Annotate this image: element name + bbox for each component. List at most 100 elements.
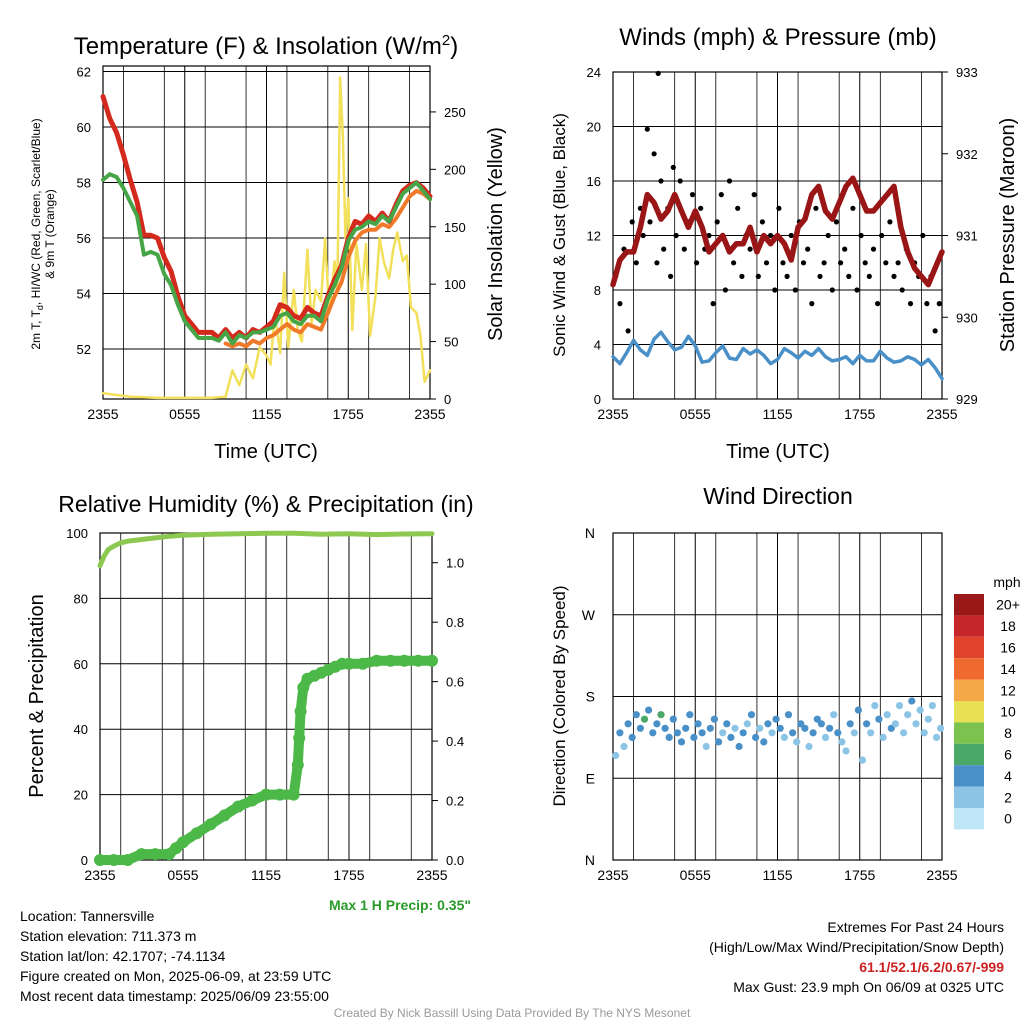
pressure-y-tick: 933 (956, 65, 978, 80)
colorbar-label: 20+ (996, 597, 1020, 613)
gust-point (846, 273, 852, 279)
direction-point (793, 738, 801, 746)
precip-y-tick: 1.0 (446, 556, 464, 571)
dir-frame (612, 532, 943, 861)
precip-point (384, 654, 397, 667)
dir-ylabel: Direction (Colored By Speed) (550, 585, 569, 806)
wind-x-tick: 2355 (597, 406, 628, 422)
direction-point (649, 729, 657, 737)
direction-point (895, 702, 904, 710)
gust-point (617, 301, 623, 307)
wind-y-tick: 0 (594, 392, 601, 407)
rh-y-tick: 60 (74, 657, 88, 672)
recent-timestamp: Most recent data timestamp: 2025/06/09 2… (20, 988, 329, 1004)
insolation-y-tick: 150 (444, 220, 466, 235)
pressure-y-tick: 929 (956, 392, 978, 407)
direction-point (854, 706, 863, 714)
direction-point (710, 715, 719, 723)
gust-point (755, 273, 761, 279)
colorbar-label: 18 (1000, 618, 1016, 634)
gust-point (654, 260, 660, 266)
colorbar-swatch (954, 808, 984, 830)
direction-point (830, 711, 838, 719)
direction-point (932, 733, 941, 742)
heat-index-line (101, 172, 432, 346)
gust-point (792, 287, 798, 293)
winds-title: Winds (mph) & Pressure (mb) (619, 24, 936, 51)
gust-point (858, 232, 864, 239)
direction-point (867, 729, 875, 737)
precip-point (232, 800, 245, 813)
direction-point (661, 724, 669, 732)
direction-point (900, 729, 908, 737)
wind-ylabel: Sonic Wind & Gust (Blue, Black) (550, 113, 569, 357)
rh-y-tick: 20 (74, 788, 88, 803)
wind-line (611, 330, 944, 381)
gust-point (706, 232, 712, 239)
station-location: Location: Tannersville (20, 908, 155, 924)
gust-point (932, 328, 938, 334)
temp-x-tick: 1155 (251, 406, 281, 422)
direction-point (863, 720, 871, 728)
wind-y-tick: 4 (594, 338, 601, 353)
extremes-values: 61.1/52.1/6.2/0.67/-999 (859, 959, 1004, 975)
temp-title-main: Temperature (F) & Insolation (W/m (74, 33, 442, 60)
direction-point (715, 738, 723, 746)
colorbar-swatch (954, 722, 984, 744)
gust-point (833, 219, 840, 225)
precip-point (94, 854, 106, 866)
extremes-title: Extremes For Past 24 Hours (827, 919, 1004, 935)
colorbar-label: 16 (1000, 640, 1016, 656)
rh-y-tick: 40 (74, 722, 88, 737)
temp-x-tick: 2355 (87, 406, 118, 422)
gust-point (887, 219, 893, 225)
colorbar-swatch (954, 615, 984, 637)
precip-point (149, 848, 162, 861)
direction-point (784, 711, 793, 719)
direction-point (809, 729, 817, 737)
rh-x-tick: 2355 (416, 867, 447, 883)
dir-y-tick: E (586, 770, 595, 786)
gust-point (821, 260, 827, 266)
gust-point (731, 260, 737, 266)
colorbar-label: 2 (1004, 789, 1012, 805)
gust-point (924, 301, 930, 307)
precip-point (297, 681, 310, 694)
temp-x-tick: 2355 (414, 406, 445, 422)
gust-point (661, 246, 667, 252)
gust-point (763, 260, 770, 266)
precip-point (190, 827, 203, 840)
colorbar-label: 12 (1000, 682, 1016, 698)
colorbar-swatch (954, 765, 984, 787)
direction-point (739, 729, 747, 737)
pressure-line (610, 175, 945, 288)
gust-point (813, 205, 819, 211)
station-elevation: Station elevation: 711.373 m (20, 928, 197, 944)
direction-point (735, 742, 743, 751)
gust-point (698, 205, 704, 211)
precip-y-tick: 0.4 (446, 734, 464, 749)
direction-point (640, 715, 649, 723)
temp-9m-line (223, 188, 432, 349)
gust-point (895, 260, 901, 266)
precip-point (121, 854, 134, 866)
gust-point (759, 219, 766, 225)
colorbar-unit: mph (993, 574, 1020, 590)
wind-y-tick: 8 (594, 283, 601, 298)
gust-point (805, 246, 811, 252)
gust-point (739, 273, 745, 279)
gust-point (747, 246, 753, 252)
colorbar-label: 6 (1004, 747, 1012, 763)
gust-point (870, 246, 877, 252)
temp-y-tick: 52 (77, 342, 91, 357)
direction-point (616, 729, 624, 737)
wind-y-tick: 24 (587, 65, 601, 80)
wind-x-tick: 1155 (762, 406, 792, 422)
temp-ylabel-sub: d (35, 305, 45, 310)
insolation-ylabel: Solar Insolation (Yellow) (485, 127, 507, 341)
direction-point (624, 720, 632, 728)
precip-point (370, 654, 383, 667)
direction-point (813, 715, 821, 723)
colorbar-swatch (954, 743, 984, 766)
